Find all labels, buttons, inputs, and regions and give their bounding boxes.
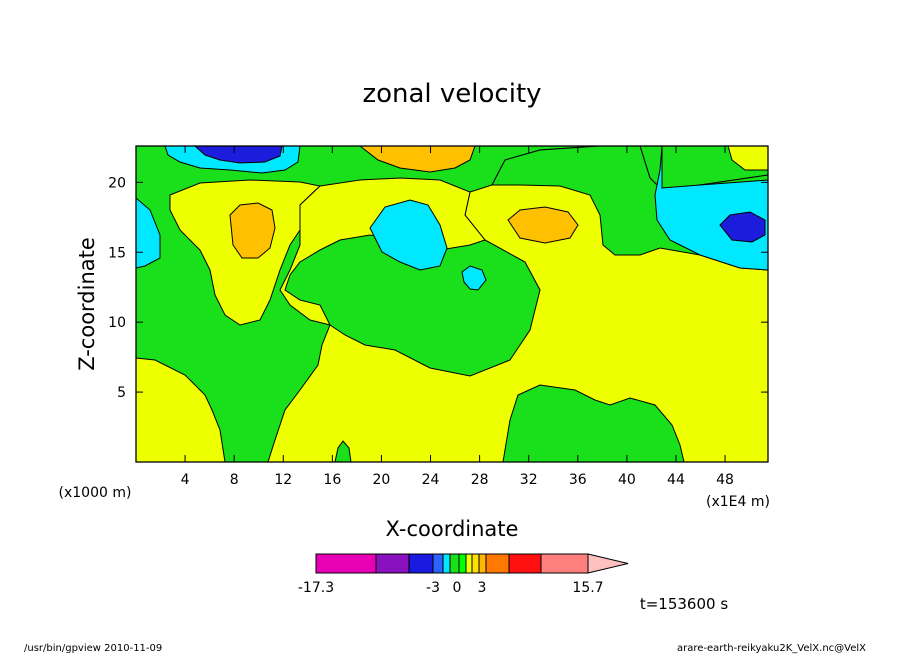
y-axis-label: Z-coordinate [75,237,99,371]
colorbar-segment [471,553,480,574]
colorbar-segment [375,553,410,574]
contour-field [136,146,768,462]
colorbar-segment [540,553,589,574]
contour-blue-top-left [194,146,283,164]
x-tick-label: 36 [569,472,587,488]
colorbar-labels: -17.3 -3 0 3 15.7 [298,580,604,596]
x-axis: 4 8 12 16 20 24 28 32 36 40 44 48 [181,146,734,488]
x-tick-label: 16 [323,472,341,488]
y-tick-label: 20 [108,175,126,191]
x-tick-label: 12 [274,472,292,488]
colorbar-segment [458,553,467,574]
x-tick-label: 32 [520,472,538,488]
colorbar-label: 15.7 [572,580,603,596]
x-axis-label: X-coordinate [386,517,519,541]
colorbar-segment [465,553,473,574]
x-tick-label: 8 [230,472,239,488]
contour-orange-right [507,206,579,244]
colorbar-segment [485,553,510,574]
x-tick-label: 4 [181,472,190,488]
contour-green-small-bottom [334,440,352,462]
contour-cyan-center [369,199,448,271]
y-unit-label: (x1000 m) [59,485,132,501]
colorbar-label: -17.3 [298,580,334,596]
footer-right: arare-earth-reikyaku2K_VelX.nc@VelX [677,643,866,654]
x-tick-label: 40 [618,472,636,488]
x-unit-label: (x1E4 m) [706,494,770,510]
colorbar-segment [442,553,451,574]
contour-green-lower-right [502,384,685,462]
y-tick-label: 10 [108,315,126,331]
contour-blue-right [719,211,766,243]
colorbar-segment [508,553,542,574]
y-tick-label: 5 [117,385,126,401]
colorbar-label: 3 [478,580,487,596]
colorbar-segment [408,553,434,574]
x-tick-label: 28 [471,472,489,488]
colorbar-arrow [587,553,629,574]
contour-cyan-small [461,265,487,291]
time-label: t=153600 s [640,595,728,613]
footer-left: /usr/bin/gpview 2010-11-09 [24,643,162,654]
colorbar [315,553,629,574]
colorbar-segment [315,553,377,574]
x-tick-label: 48 [716,472,734,488]
colorbar-segment [432,553,444,574]
x-tick-label: 24 [422,472,440,488]
colorbar-label: 0 [453,580,462,596]
x-tick-label: 20 [373,472,391,488]
y-axis: 5 10 15 20 [108,175,768,401]
colorbar-segment [449,553,460,574]
contour-orange-left [229,202,276,259]
contour-yellow-top-right [727,146,768,171]
plot-frame [135,145,769,463]
y-tick-label: 15 [108,245,126,261]
colorbar-segment [478,553,487,574]
contour-orange-top-middle [359,146,476,173]
colorbar-label: -3 [426,580,440,596]
chart-title: zonal velocity [362,79,541,109]
contour-cyan-left-edge [136,197,161,269]
x-tick-label: 44 [667,472,685,488]
